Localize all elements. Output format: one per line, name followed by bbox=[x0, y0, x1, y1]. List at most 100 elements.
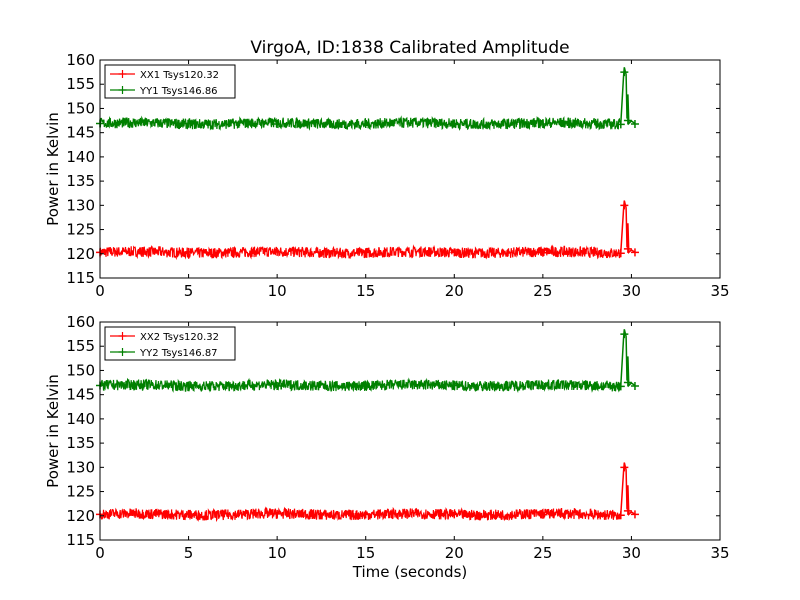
y-tick-label: 125 bbox=[66, 221, 95, 239]
x-tick-label: 5 bbox=[184, 282, 194, 300]
data-point bbox=[616, 382, 625, 391]
x-tick-label: 0 bbox=[95, 282, 105, 300]
legend-entry: XX2 Tsys120.32 bbox=[140, 332, 219, 343]
x-tick-label: 30 bbox=[622, 544, 641, 562]
series-line bbox=[99, 377, 622, 394]
y-axis-label: Power in Kelvin bbox=[44, 112, 62, 226]
series-spike bbox=[620, 200, 636, 254]
series-spike bbox=[620, 462, 636, 516]
x-tick-label: 30 bbox=[622, 282, 641, 300]
series-xx1 bbox=[96, 200, 639, 261]
data-point bbox=[361, 248, 370, 257]
data-point bbox=[450, 119, 459, 128]
chart-panels: 0 5 10 15 20 25 30 3511512012513013514014515015… bbox=[44, 51, 730, 581]
legend-marker bbox=[118, 70, 127, 78]
data-point bbox=[450, 510, 459, 519]
series-line bbox=[99, 506, 622, 523]
x-tick-label: 25 bbox=[533, 282, 552, 300]
series-yy1 bbox=[96, 67, 639, 131]
plot-frame bbox=[99, 321, 721, 541]
y-tick-label: 160 bbox=[66, 313, 95, 331]
plot-frame bbox=[99, 59, 721, 279]
chart-panel-2: 0 5 10 15 20 25 30 35 115 120 125 130 135 140 145 150 15… bbox=[44, 313, 730, 581]
data-point bbox=[273, 381, 282, 390]
legend-box bbox=[104, 64, 236, 99]
chart-panel-1: 0 5 10 15 20 25 30 35 115 120 125 130 135 140 145 150 15… bbox=[44, 51, 730, 300]
data-point bbox=[184, 119, 193, 128]
x-tick-label: 20 bbox=[445, 544, 464, 562]
y-tick-label: 125 bbox=[66, 483, 95, 501]
series-xx2 bbox=[96, 462, 639, 523]
y-tick-label: 130 bbox=[66, 196, 95, 214]
data-point bbox=[273, 509, 282, 518]
x-tick-label: 35 bbox=[710, 282, 729, 300]
y-tick-label: 135 bbox=[66, 434, 95, 452]
y-tick-label: 115 bbox=[66, 269, 95, 287]
legend-entry: YY2 Tsys146.87 bbox=[139, 348, 218, 359]
legend-marker bbox=[118, 332, 127, 340]
y-tick-label: 115 bbox=[66, 531, 95, 549]
y-tick-label: 145 bbox=[66, 386, 95, 404]
figure-title: VirgoA, ID:1838 Calibrated Amplitude bbox=[250, 38, 569, 58]
legend: XX2 Tsys120.32 YY2 Tsys146.87 bbox=[104, 326, 236, 361]
y-tick-label: 140 bbox=[66, 148, 95, 166]
data-point bbox=[630, 248, 639, 257]
y-tick-label: 155 bbox=[66, 337, 95, 355]
x-tick-label: 35 bbox=[710, 544, 729, 562]
data-point bbox=[361, 510, 370, 519]
x-tick-label: 10 bbox=[268, 282, 287, 300]
y-tick-label: 120 bbox=[66, 245, 95, 263]
data-point bbox=[630, 510, 639, 519]
legend-entry: YY1 Tsys146.86 bbox=[139, 86, 218, 97]
data-point bbox=[450, 248, 459, 257]
y-tick-label: 155 bbox=[66, 75, 95, 93]
data-point bbox=[184, 381, 193, 390]
y-tick-label: 150 bbox=[66, 361, 95, 379]
data-point bbox=[361, 119, 370, 128]
x-tick-label: 0 bbox=[95, 544, 105, 562]
y-tick-label: 120 bbox=[66, 507, 95, 525]
data-point bbox=[630, 381, 639, 390]
x-tick-label: 15 bbox=[356, 282, 375, 300]
data-point bbox=[184, 247, 193, 256]
data-point bbox=[361, 381, 370, 390]
data-point bbox=[538, 381, 547, 390]
series-yy2 bbox=[96, 329, 639, 394]
legend-marker bbox=[118, 86, 127, 94]
data-point bbox=[538, 510, 547, 519]
series-line bbox=[99, 115, 622, 131]
legend-entry: XX1 Tsys120.32 bbox=[140, 70, 219, 81]
data-point bbox=[273, 119, 282, 128]
y-axis-label: Power in Kelvin bbox=[44, 374, 62, 488]
legend-marker bbox=[118, 348, 127, 356]
x-tick-label: 5 bbox=[184, 544, 194, 562]
x-axis-label: Time (seconds) bbox=[352, 563, 468, 581]
x-tick-label: 10 bbox=[268, 544, 287, 562]
x-tick-label: 20 bbox=[445, 282, 464, 300]
legend-box bbox=[104, 326, 236, 361]
series-spike bbox=[620, 67, 636, 126]
data-point bbox=[450, 381, 459, 390]
data-point bbox=[184, 509, 193, 518]
data-point bbox=[620, 330, 629, 339]
data-point bbox=[538, 248, 547, 257]
data-point bbox=[273, 247, 282, 256]
data-point bbox=[620, 201, 629, 210]
y-tick-label: 150 bbox=[66, 99, 95, 117]
data-point bbox=[538, 119, 547, 128]
y-tick-label: 140 bbox=[66, 410, 95, 428]
data-point bbox=[623, 378, 632, 387]
data-point bbox=[620, 463, 629, 472]
data-point bbox=[616, 249, 625, 258]
series-spike bbox=[620, 329, 636, 388]
data-point bbox=[623, 116, 632, 125]
y-tick-label: 135 bbox=[66, 172, 95, 190]
series-line bbox=[99, 244, 622, 261]
data-point bbox=[630, 119, 639, 128]
data-point bbox=[616, 120, 625, 129]
y-tick-label: 160 bbox=[66, 51, 95, 69]
x-tick-label: 15 bbox=[356, 544, 375, 562]
y-tick-label: 145 bbox=[66, 124, 95, 142]
y-tick-label: 130 bbox=[66, 458, 95, 476]
